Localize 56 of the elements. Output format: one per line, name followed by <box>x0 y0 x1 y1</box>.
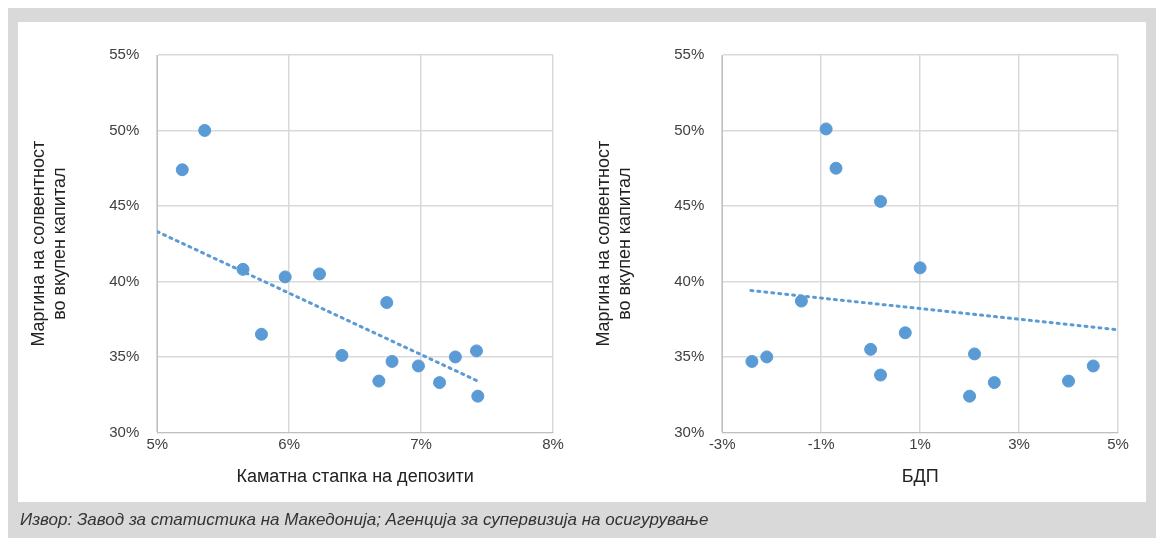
y-tick-label: 35% <box>674 347 705 365</box>
point <box>760 350 774 364</box>
text: Извор: Завод за статистика на Македонија; Агенција за супервизија на осигурување <box>20 510 710 530</box>
point <box>829 161 843 175</box>
point <box>335 348 349 362</box>
y-tick-label: 55% <box>109 45 140 63</box>
y-tick-label: 45% <box>674 196 705 214</box>
point <box>963 389 977 403</box>
x-tick-label: 5% <box>1107 434 1129 452</box>
point <box>469 344 483 358</box>
point <box>448 350 462 364</box>
x-tick-label: 5% <box>146 434 169 452</box>
x-tick-label: 6% <box>278 434 300 452</box>
y-tick-label: 40% <box>674 271 705 289</box>
point <box>236 262 250 276</box>
x-tick-label: -3% <box>708 434 736 452</box>
x-tick-label: 7% <box>410 434 432 452</box>
point <box>864 342 878 356</box>
point <box>874 194 888 208</box>
x-tick-label: 3% <box>1008 434 1030 452</box>
point <box>987 376 1001 390</box>
x-axis-title: Каматна стапка на депозити <box>236 466 474 487</box>
point <box>1062 374 1076 388</box>
y-tick-label: 50% <box>674 120 705 138</box>
point <box>874 368 888 382</box>
y-tick-label: 50% <box>109 120 140 138</box>
y-tick-label: 35% <box>109 347 140 365</box>
point <box>175 163 189 177</box>
point <box>819 122 833 136</box>
point <box>380 296 394 310</box>
point <box>1086 359 1100 373</box>
point <box>278 270 292 284</box>
point <box>913 261 927 275</box>
point <box>312 267 326 281</box>
y-tick-label: 55% <box>674 45 705 63</box>
point <box>745 354 759 368</box>
point <box>372 374 386 388</box>
y-axis-title: Маргина на солвентност во вкупен капитал <box>592 140 635 347</box>
point <box>898 326 912 340</box>
y-tick-label: 45% <box>109 196 140 214</box>
y-tick-label: 30% <box>109 422 140 440</box>
point <box>433 376 447 390</box>
point <box>471 389 485 403</box>
y-axis-title: Маргина на солвентност во вкупен капитал <box>27 140 70 347</box>
point <box>411 359 425 373</box>
point <box>385 354 399 368</box>
point <box>198 123 212 137</box>
y-tick-label: 30% <box>674 422 705 440</box>
point <box>968 347 982 361</box>
y-tick-label: 40% <box>109 271 140 289</box>
x-tick-label: 1% <box>909 434 931 452</box>
x-axis-title: БДП <box>901 466 939 487</box>
x-tick-label: -1% <box>807 434 835 452</box>
x-tick-label: 8% <box>542 434 564 452</box>
point <box>254 327 268 341</box>
point <box>794 294 808 308</box>
